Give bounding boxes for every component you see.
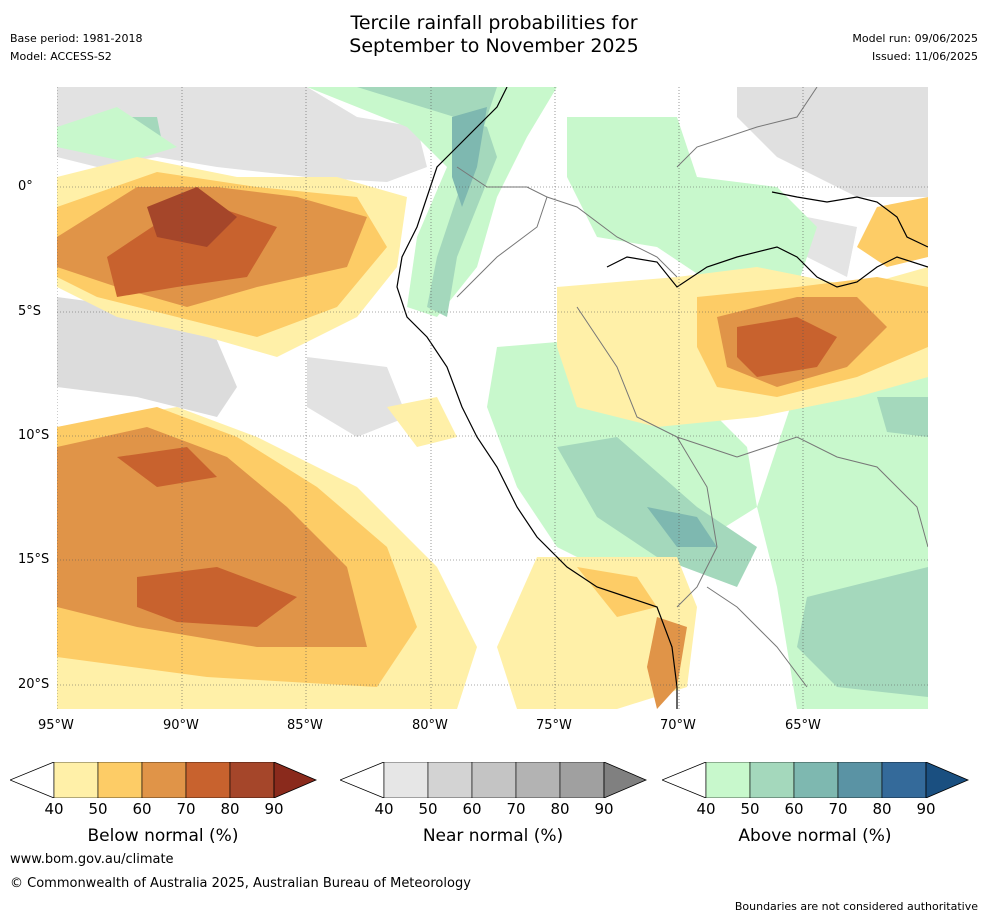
footer-url: www.bom.gov.au/climate — [10, 852, 174, 867]
lon-label-65w: 65°W — [785, 718, 821, 733]
grid-lines — [57, 87, 928, 709]
model-name: Model: ACCESS-S2 — [10, 50, 112, 63]
model-run: Model run: 09/06/2025 — [852, 32, 978, 45]
near-swatch-1 — [383, 762, 429, 798]
near-swatch-6 — [603, 762, 648, 798]
below-swatch-6 — [273, 762, 318, 798]
above-swatch-3 — [793, 762, 839, 798]
lon-label-85w: 85°W — [287, 718, 323, 733]
coastlines — [396, 87, 928, 709]
above-normal-label: Above normal (%) — [738, 826, 892, 846]
lat-label-0: 0° — [18, 179, 33, 194]
near-swatch-3 — [471, 762, 517, 798]
near-swatch-2 — [427, 762, 473, 798]
base-period: Base period: 1981-2018 — [10, 32, 143, 45]
above-tick-90: 90 — [916, 800, 936, 818]
issued-date: Issued: 11/06/2025 — [871, 50, 978, 63]
below-swatch-5 — [229, 762, 275, 798]
colorbar-below-normal — [10, 762, 318, 798]
lat-label-20s: 20°S — [18, 677, 50, 692]
shaded-regions — [57, 87, 928, 709]
near-swatch-5 — [559, 762, 605, 798]
below-swatch-4 — [185, 762, 231, 798]
lon-label-75w: 75°W — [536, 718, 572, 733]
lat-label-5s: 5°S — [18, 304, 42, 319]
lon-label-90w: 90°W — [163, 718, 199, 733]
below-tick-60: 60 — [132, 800, 152, 818]
lat-label-10s: 10°S — [18, 428, 50, 443]
title-line-2: September to November 2025 — [349, 35, 639, 57]
above-swatch-5 — [881, 762, 927, 798]
disclaimer: Boundaries are not considered authoritat… — [734, 900, 978, 913]
below-tick-40: 40 — [44, 800, 64, 818]
near-swatch-4 — [515, 762, 561, 798]
copyright: © Commonwealth of Australia 2025, Austra… — [10, 876, 471, 891]
borders — [456, 87, 928, 688]
rainfall-map — [57, 87, 928, 709]
above-tick-50: 50 — [740, 800, 760, 818]
below-tick-90: 90 — [264, 800, 284, 818]
near-tick-90: 90 — [594, 800, 614, 818]
lon-label-95w: 95°W — [38, 718, 74, 733]
below-tick-80: 80 — [220, 800, 240, 818]
below-tick-70: 70 — [176, 800, 196, 818]
below-normal-label: Below normal (%) — [87, 826, 239, 846]
lon-label-70w: 70°W — [660, 718, 696, 733]
colorbar-near-normal — [340, 762, 648, 798]
near-tick-40: 40 — [374, 800, 394, 818]
above-swatch-2 — [749, 762, 795, 798]
colorbar-above-normal — [662, 762, 970, 798]
near-tick-70: 70 — [506, 800, 526, 818]
lon-label-80w: 80°W — [412, 718, 448, 733]
map-title: Tercile rainfall probabilities for Septe… — [0, 12, 988, 58]
below-swatch-1 — [53, 762, 99, 798]
near-normal-label: Near normal (%) — [422, 826, 564, 846]
above-tick-60: 60 — [784, 800, 804, 818]
above-swatch-1 — [705, 762, 751, 798]
above-tick-80: 80 — [872, 800, 892, 818]
title-line-1: Tercile rainfall probabilities for — [350, 12, 638, 34]
below-swatch-2 — [97, 762, 143, 798]
above-swatch-6 — [925, 762, 970, 798]
above-tick-40: 40 — [696, 800, 716, 818]
lat-label-15s: 15°S — [18, 552, 50, 567]
near-tick-50: 50 — [418, 800, 438, 818]
below-tick-50: 50 — [88, 800, 108, 818]
above-tick-70: 70 — [828, 800, 848, 818]
near-tick-80: 80 — [550, 800, 570, 818]
above-swatch-4 — [837, 762, 883, 798]
near-tick-60: 60 — [462, 800, 482, 818]
below-swatch-3 — [141, 762, 187, 798]
